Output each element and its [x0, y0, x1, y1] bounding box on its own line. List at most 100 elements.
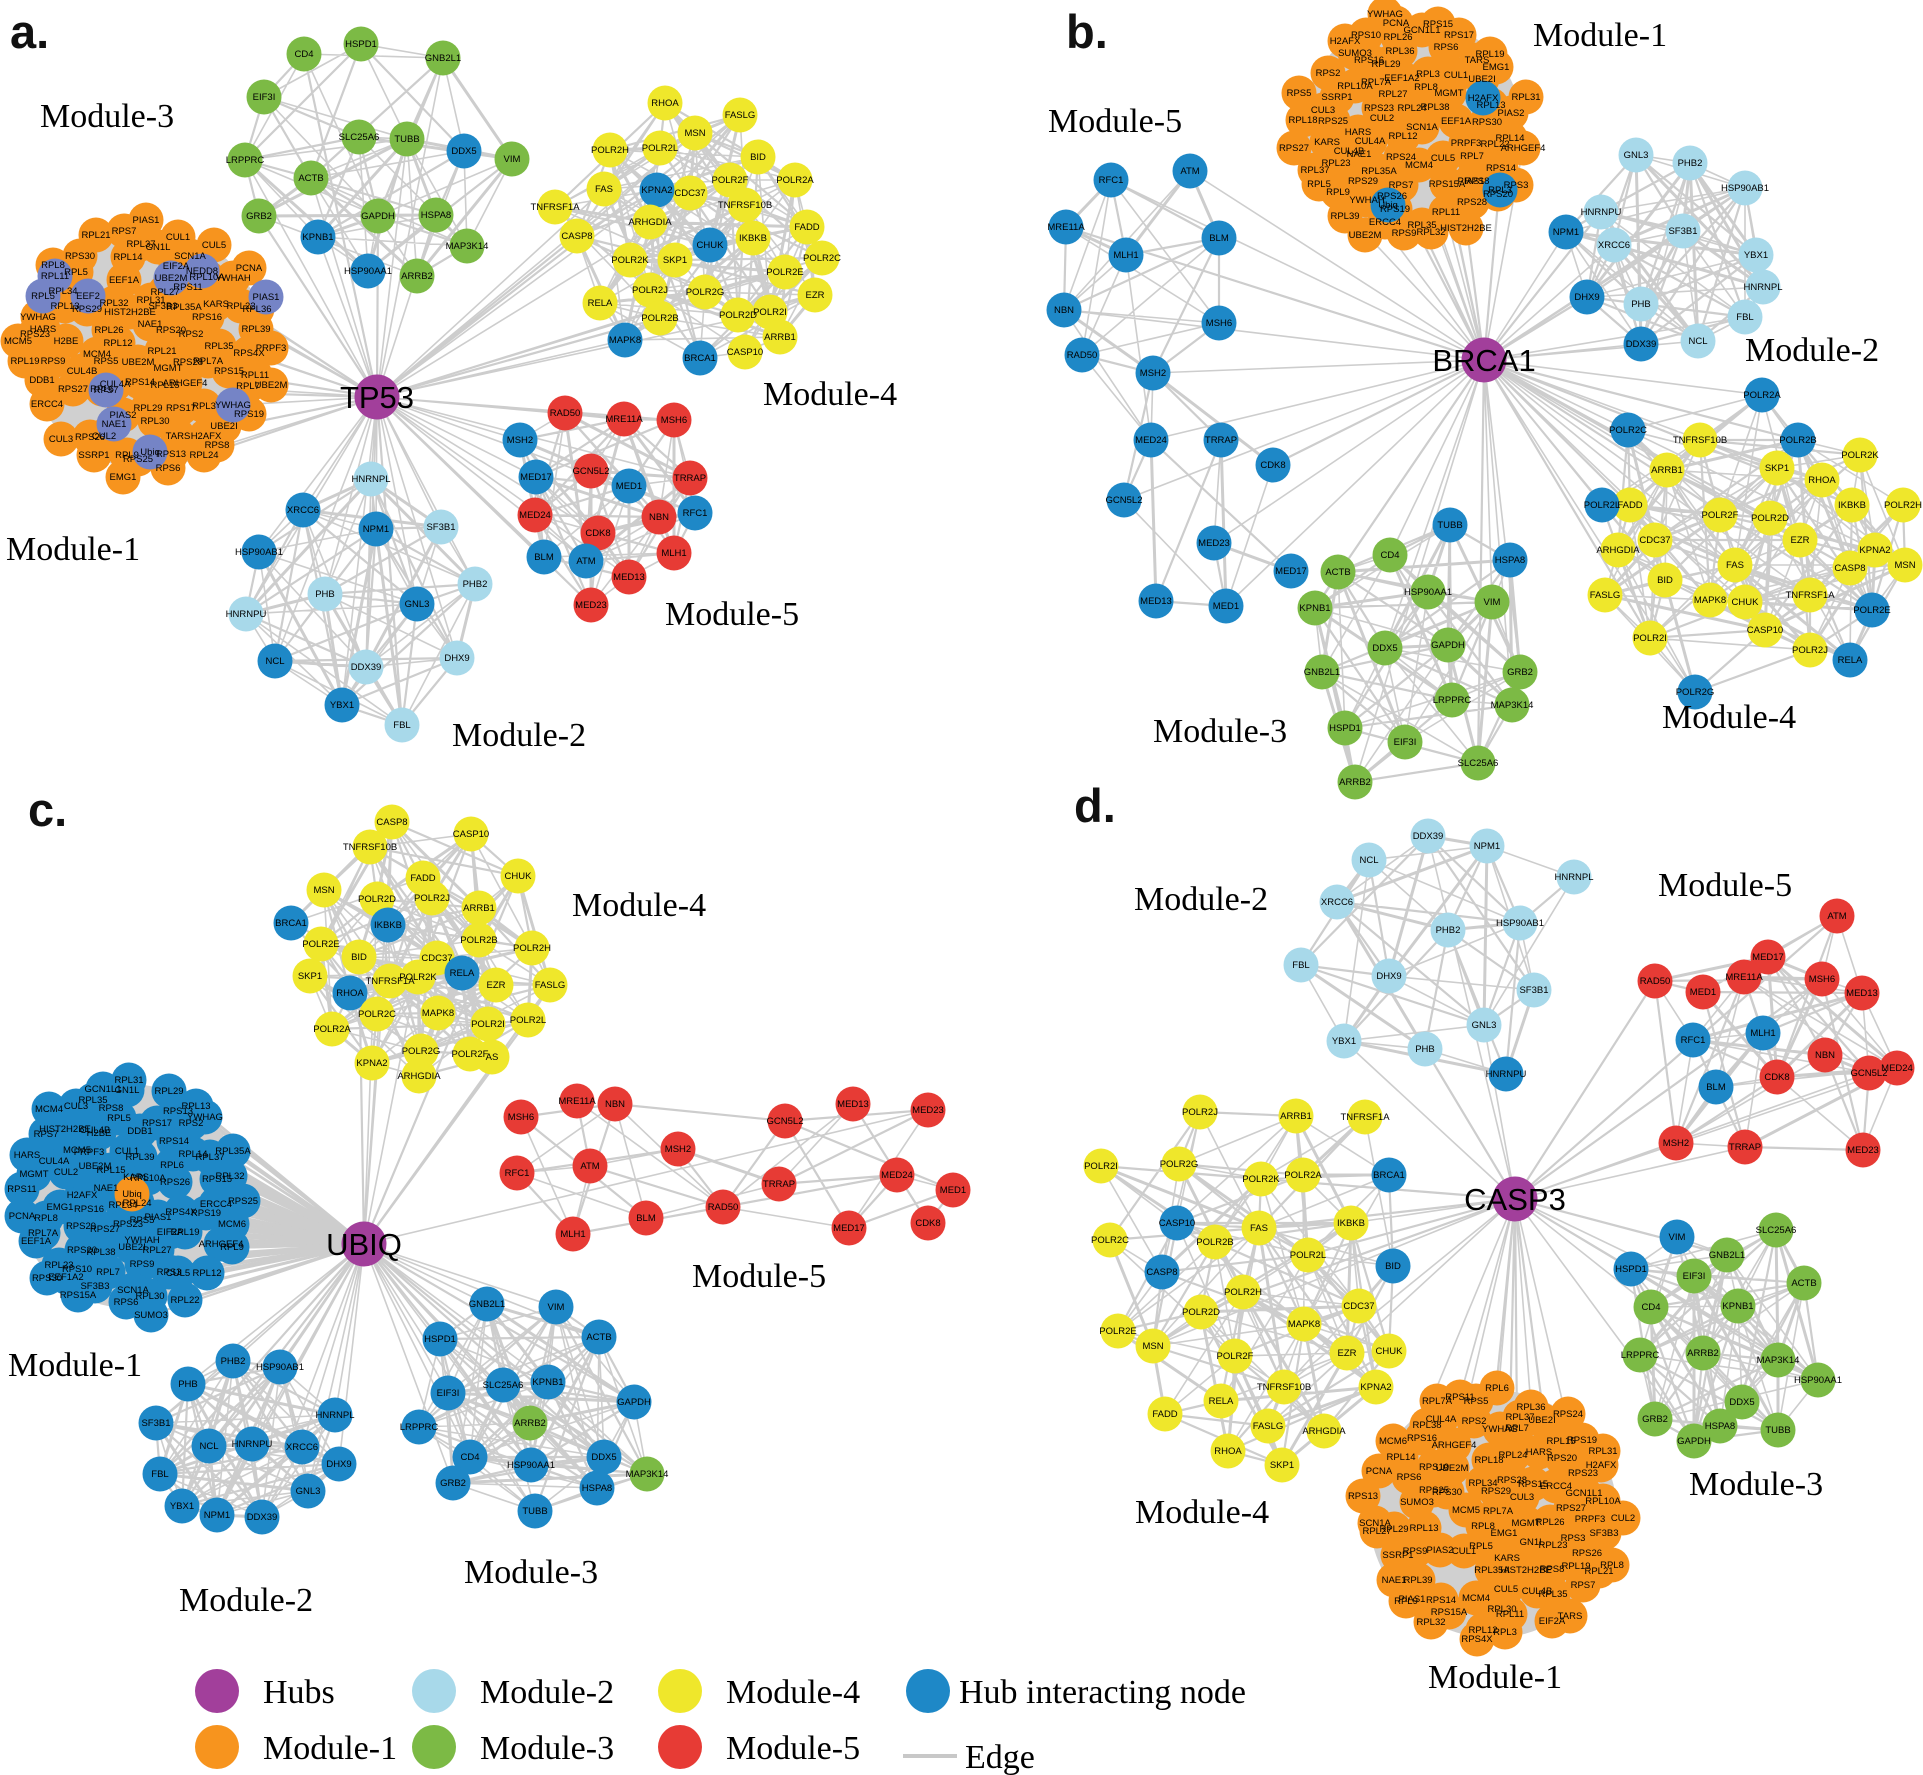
svg-text:ARRB1: ARRB1: [1280, 1111, 1312, 1122]
svg-text:Module-2: Module-2: [1745, 332, 1879, 369]
svg-text:DDX5: DDX5: [591, 1452, 616, 1463]
svg-text:POLR2B: POLR2B: [641, 313, 679, 324]
svg-text:CD4: CD4: [1380, 550, 1399, 561]
svg-text:RPL7: RPL7: [1505, 1423, 1529, 1434]
svg-text:RPS7: RPS7: [1389, 180, 1414, 191]
svg-text:RFC1: RFC1: [505, 1168, 530, 1179]
svg-text:RPS25: RPS25: [123, 454, 153, 465]
svg-text:SF3B1: SF3B1: [141, 1418, 170, 1429]
svg-text:RPL27: RPL27: [142, 1245, 171, 1256]
svg-text:MCM4: MCM4: [1462, 1593, 1490, 1604]
svg-text:RHOA: RHOA: [336, 988, 364, 999]
svg-text:TRRAP: TRRAP: [1205, 435, 1237, 446]
svg-text:RPS28: RPS28: [173, 357, 203, 368]
svg-text:NBN: NBN: [1815, 1050, 1835, 1061]
svg-text:RPS26: RPS26: [160, 1177, 190, 1188]
svg-text:RPL39: RPL39: [1330, 211, 1359, 222]
svg-text:RPS24: RPS24: [1386, 152, 1416, 163]
svg-text:KPNA2: KPNA2: [1360, 1382, 1391, 1393]
svg-text:TNFRSF1A: TNFRSF1A: [1340, 1112, 1390, 1123]
svg-text:UBE2I: UBE2I: [1528, 1415, 1555, 1426]
svg-text:PIAS1: PIAS1: [1399, 1594, 1426, 1605]
svg-text:RPS2: RPS2: [179, 329, 204, 340]
svg-text:CUL4B: CUL4B: [1522, 1586, 1553, 1597]
svg-text:RPL27: RPL27: [150, 287, 179, 298]
svg-text:RPL31: RPL31: [136, 295, 165, 306]
svg-text:MRE11A: MRE11A: [1725, 972, 1763, 983]
svg-text:RPL22: RPL22: [170, 1295, 199, 1306]
svg-text:SKP1: SKP1: [663, 255, 687, 266]
svg-text:RPS29: RPS29: [72, 304, 102, 315]
svg-text:RPL10A: RPL10A: [1337, 81, 1373, 92]
svg-text:RPL35A: RPL35A: [1474, 1565, 1510, 1576]
svg-text:HSPA8: HSPA8: [582, 1483, 612, 1494]
svg-text:KARS: KARS: [1494, 1553, 1520, 1564]
svg-text:KARS: KARS: [1314, 137, 1340, 148]
svg-text:RPL3: RPL3: [1416, 69, 1440, 80]
svg-text:RPL7A: RPL7A: [1422, 1396, 1453, 1407]
svg-text:HSP90AB1: HSP90AB1: [1496, 918, 1544, 929]
svg-text:RPS15: RPS15: [202, 1174, 232, 1185]
svg-text:RHOA: RHOA: [1214, 1446, 1242, 1457]
svg-text:RPL38: RPL38: [1420, 102, 1449, 113]
svg-text:RPS27: RPS27: [58, 384, 88, 395]
svg-text:Module-3: Module-3: [464, 1554, 598, 1591]
svg-text:RPL8: RPL8: [34, 1213, 58, 1224]
svg-text:XRCC6: XRCC6: [287, 505, 319, 516]
svg-text:HARS: HARS: [1526, 1447, 1552, 1458]
svg-text:FAS: FAS: [1250, 1223, 1268, 1234]
svg-text:MED23: MED23: [1198, 538, 1230, 549]
svg-text:RPL26: RPL26: [1535, 1517, 1564, 1528]
svg-text:MAPK8: MAPK8: [422, 1008, 454, 1019]
svg-text:MAP3K14: MAP3K14: [1491, 700, 1534, 711]
svg-text:Module-4: Module-4: [726, 1674, 860, 1711]
svg-text:RPL6: RPL6: [90, 384, 114, 395]
svg-text:UBE2I: UBE2I: [210, 421, 237, 432]
svg-text:MLH1: MLH1: [1750, 1028, 1775, 1039]
svg-text:CASP10: CASP10: [453, 829, 489, 840]
svg-text:MSN: MSN: [313, 885, 334, 896]
svg-text:ERCC4: ERCC4: [31, 399, 63, 410]
svg-text:RPL5: RPL5: [1307, 179, 1331, 190]
svg-text:DDX5: DDX5: [1372, 643, 1397, 654]
svg-text:RPS26: RPS26: [1377, 191, 1407, 202]
svg-text:Module-1: Module-1: [6, 531, 140, 568]
svg-text:RPS2: RPS2: [179, 1118, 204, 1129]
svg-text:CUL4A: CUL4A: [1355, 136, 1386, 147]
svg-text:RPL19: RPL19: [1561, 1561, 1590, 1572]
svg-text:HNRNPL: HNRNPL: [1554, 872, 1593, 883]
svg-text:POLR2B: POLR2B: [460, 935, 498, 946]
svg-text:RPL39: RPL39: [1403, 1575, 1432, 1586]
svg-text:RPL8: RPL8: [41, 260, 65, 271]
svg-text:GNB2L1: GNB2L1: [425, 53, 461, 64]
svg-text:GRB2: GRB2: [1507, 667, 1533, 678]
svg-text:MED17: MED17: [833, 1223, 865, 1234]
svg-text:RPS14: RPS14: [125, 377, 155, 388]
svg-text:CUL2: CUL2: [1370, 113, 1394, 124]
svg-text:POLR2K: POLR2K: [1841, 450, 1879, 461]
svg-text:RPS27: RPS27: [1556, 1503, 1586, 1514]
svg-text:c.: c.: [28, 783, 67, 836]
svg-text:UBE2M: UBE2M: [1349, 230, 1382, 241]
svg-text:RPS20: RPS20: [156, 325, 186, 336]
svg-text:RPS20: RPS20: [67, 1245, 97, 1256]
svg-text:RFC1: RFC1: [1681, 1035, 1706, 1046]
svg-text:RPL14: RPL14: [113, 252, 142, 263]
svg-text:UBE2M: UBE2M: [255, 380, 288, 391]
svg-text:CDK8: CDK8: [915, 1218, 940, 1229]
svg-text:H2AFX: H2AFX: [1586, 1460, 1617, 1471]
svg-text:CUL4B: CUL4B: [67, 366, 98, 377]
svg-text:RPL24: RPL24: [122, 1198, 151, 1209]
svg-text:ARHGDIA: ARHGDIA: [1302, 1426, 1346, 1437]
svg-text:POLR2L: POLR2L: [642, 143, 678, 154]
svg-text:RPL12: RPL12: [192, 1268, 221, 1279]
svg-text:RPL36: RPL36: [242, 304, 271, 315]
svg-text:RPL12: RPL12: [1388, 131, 1417, 142]
svg-text:MAPK8: MAPK8: [1288, 1319, 1320, 1330]
svg-text:CASP8: CASP8: [1834, 563, 1865, 574]
svg-text:HARS: HARS: [30, 324, 56, 335]
svg-text:RPS5: RPS5: [94, 356, 119, 367]
svg-text:SF3B3: SF3B3: [80, 1281, 109, 1292]
svg-text:RPL13: RPL13: [1409, 1523, 1438, 1534]
svg-text:FASLG: FASLG: [725, 110, 756, 121]
